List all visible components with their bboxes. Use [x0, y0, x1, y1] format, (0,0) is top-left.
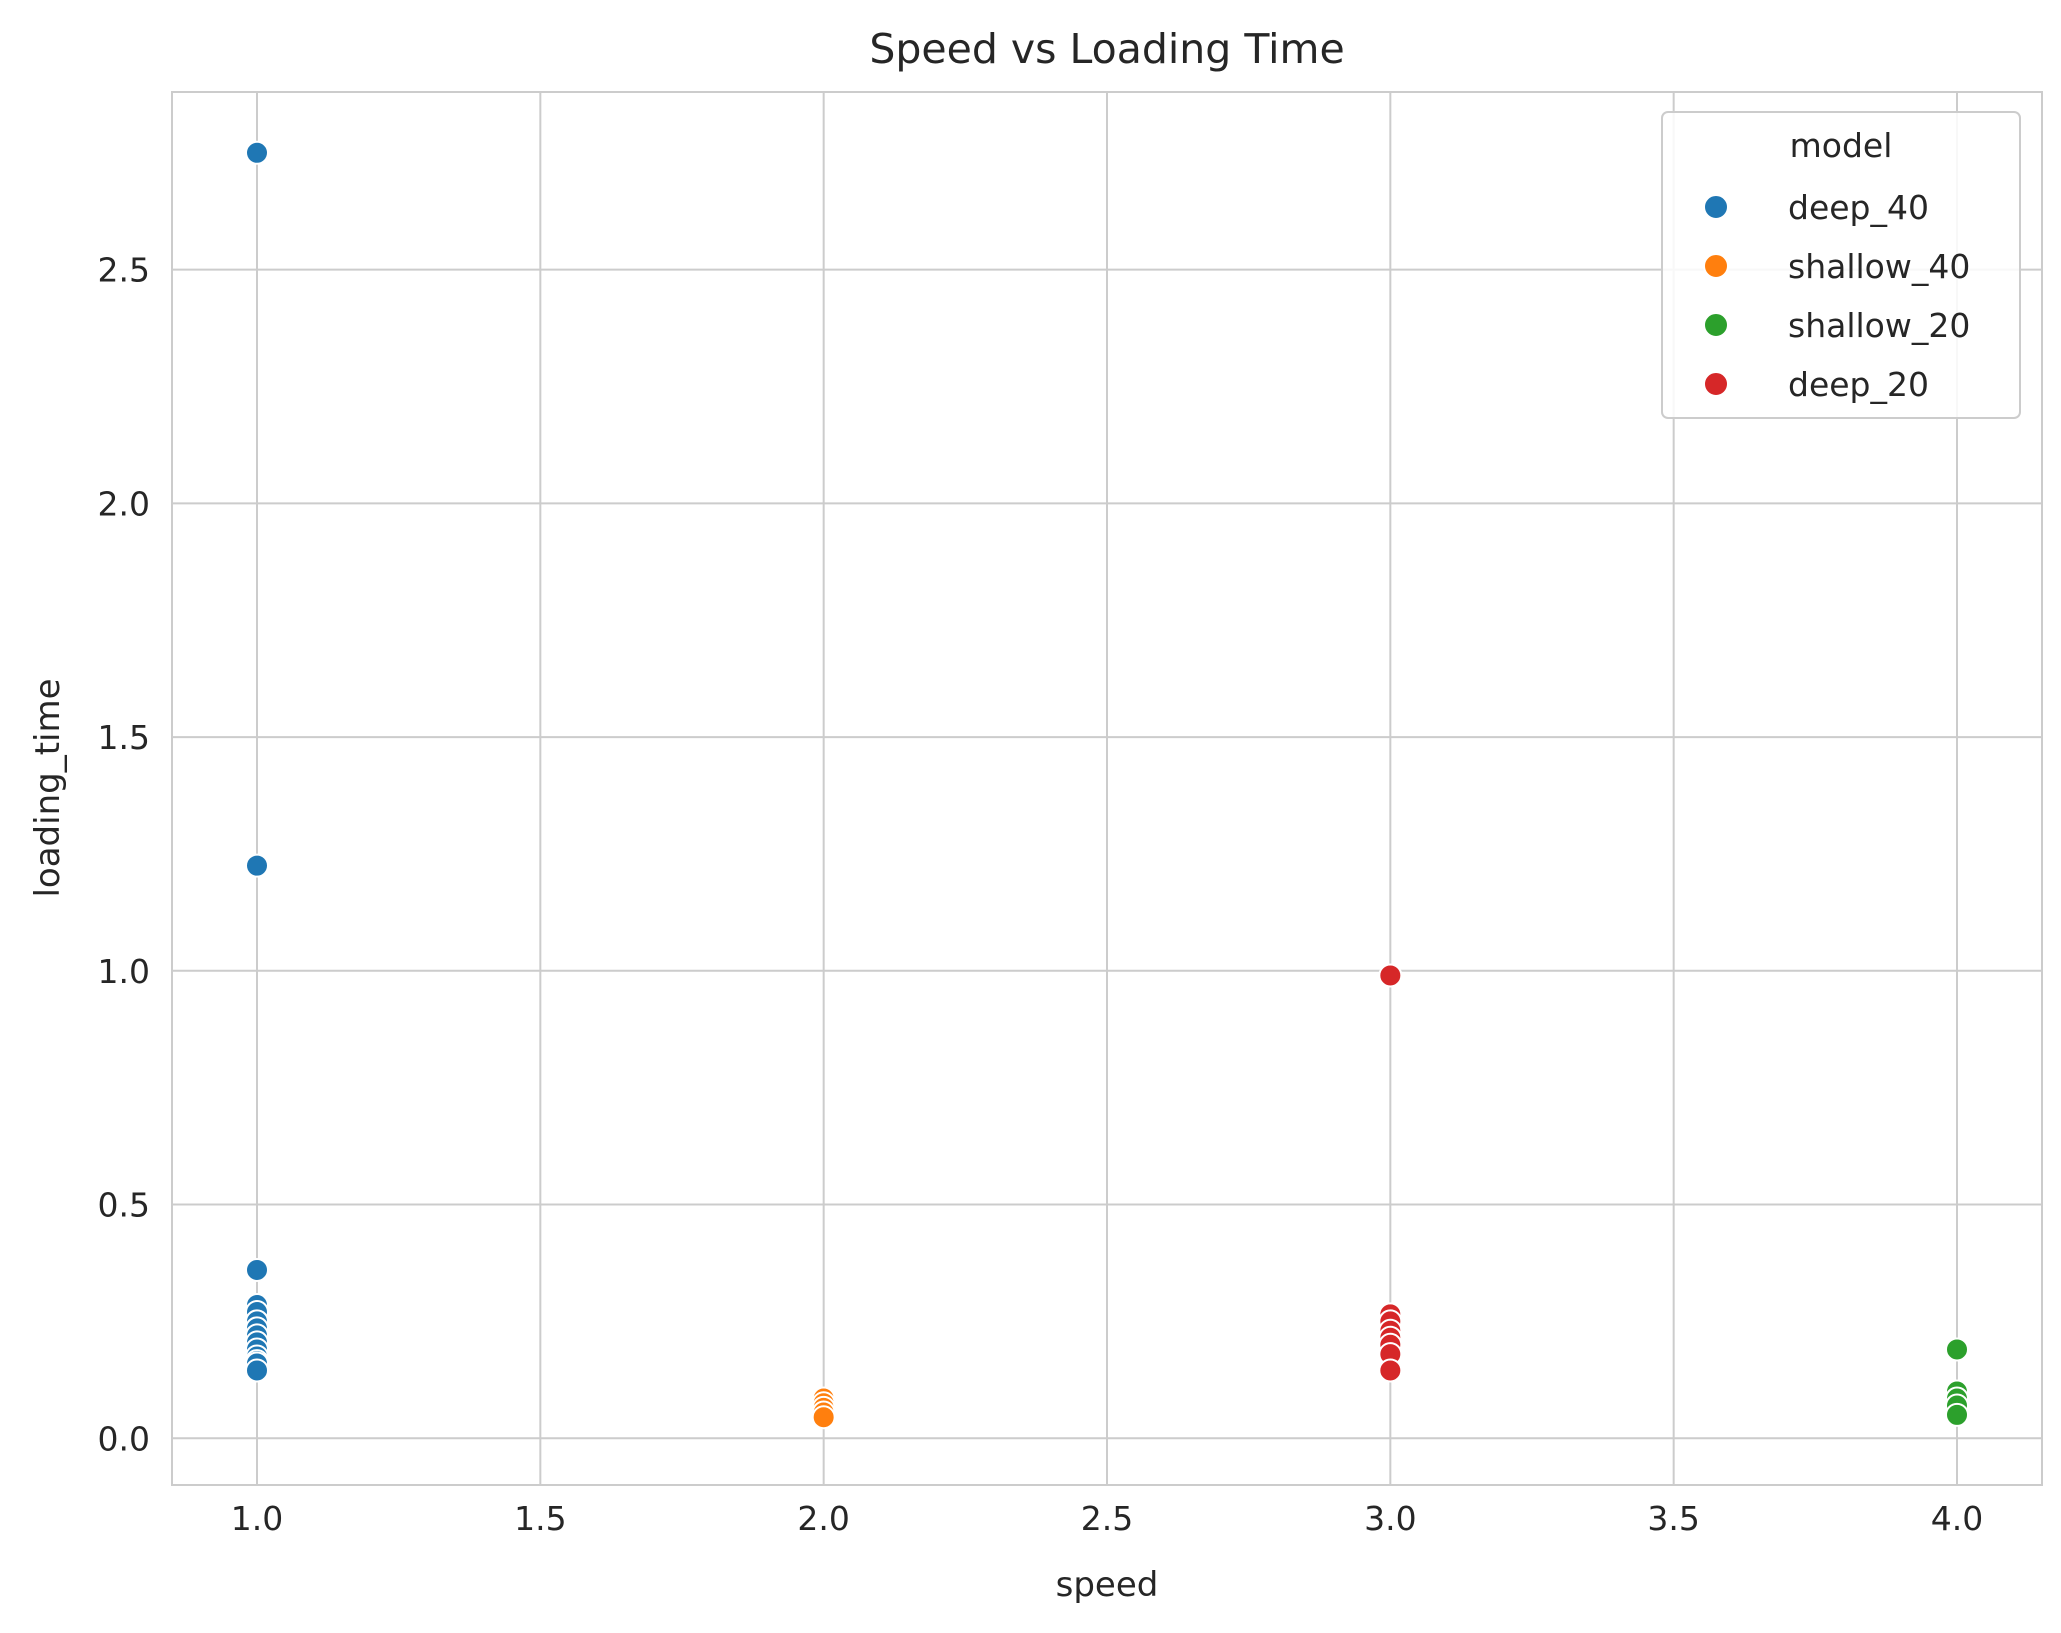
x-tick-label: 2.0 [797, 1499, 849, 1538]
y-tick-label: 1.5 [98, 718, 150, 757]
y-tick-label: 0.0 [98, 1419, 150, 1458]
y-tick-label: 1.0 [98, 952, 150, 991]
legend-label: shallow_40 [1788, 247, 1970, 286]
legend-title: model [1790, 126, 1893, 165]
data-points [245, 140, 1969, 1430]
data-point-shallow-40 [811, 1405, 836, 1430]
legend-marker [1703, 312, 1729, 338]
legend-marker [1703, 253, 1729, 279]
chart-title: Speed vs Loading Time [869, 25, 1344, 73]
legend-box [1661, 111, 2021, 419]
legend-label: deep_20 [1788, 365, 1929, 404]
x-axis-label: speed [1056, 1565, 1159, 1605]
data-point-deep-40 [245, 140, 269, 165]
x-tick-label: 1.0 [231, 1499, 283, 1538]
plot-frame [171, 91, 2043, 1486]
y-tick-label: 2.5 [98, 251, 150, 290]
data-point-shallow-20 [1945, 1402, 1969, 1427]
data-point-deep-20 [1378, 963, 1403, 988]
x-tick-label: 3.5 [1647, 1499, 1699, 1538]
x-tick-label: 4.0 [1931, 1499, 1983, 1538]
legend-marker [1703, 371, 1729, 397]
y-axis-label: loading_time [28, 678, 68, 897]
tick-labels: 1.0 1.5 2.0 2.5 3.0 3.5 4.0 0.0 0.5 1.0 1.5 2.0 2.5 [98, 251, 1984, 1538]
x-tick-label: 3.0 [1364, 1499, 1416, 1538]
legend-label: shallow_20 [1788, 306, 1970, 345]
data-point-deep-40 [245, 853, 269, 878]
legend-label: deep_40 [1788, 188, 1929, 227]
data-point-deep-40 [245, 1358, 269, 1383]
grid [172, 92, 2042, 1485]
data-point-deep-40 [245, 1257, 269, 1282]
data-point-shallow-20 [1945, 1337, 1969, 1362]
legend: model deep_40 shallow_40 shallow_20 deep_20 [1661, 111, 2021, 419]
legend-marker [1703, 194, 1729, 220]
y-tick-label: 2.0 [98, 484, 150, 523]
data-point-deep-20 [1378, 1358, 1403, 1383]
x-tick-label: 2.5 [1081, 1499, 1133, 1538]
y-tick-label: 0.5 [98, 1186, 150, 1225]
x-tick-label: 1.5 [514, 1499, 566, 1538]
legend-items: deep_40 shallow_40 shallow_20 deep_20 [1703, 188, 1970, 404]
